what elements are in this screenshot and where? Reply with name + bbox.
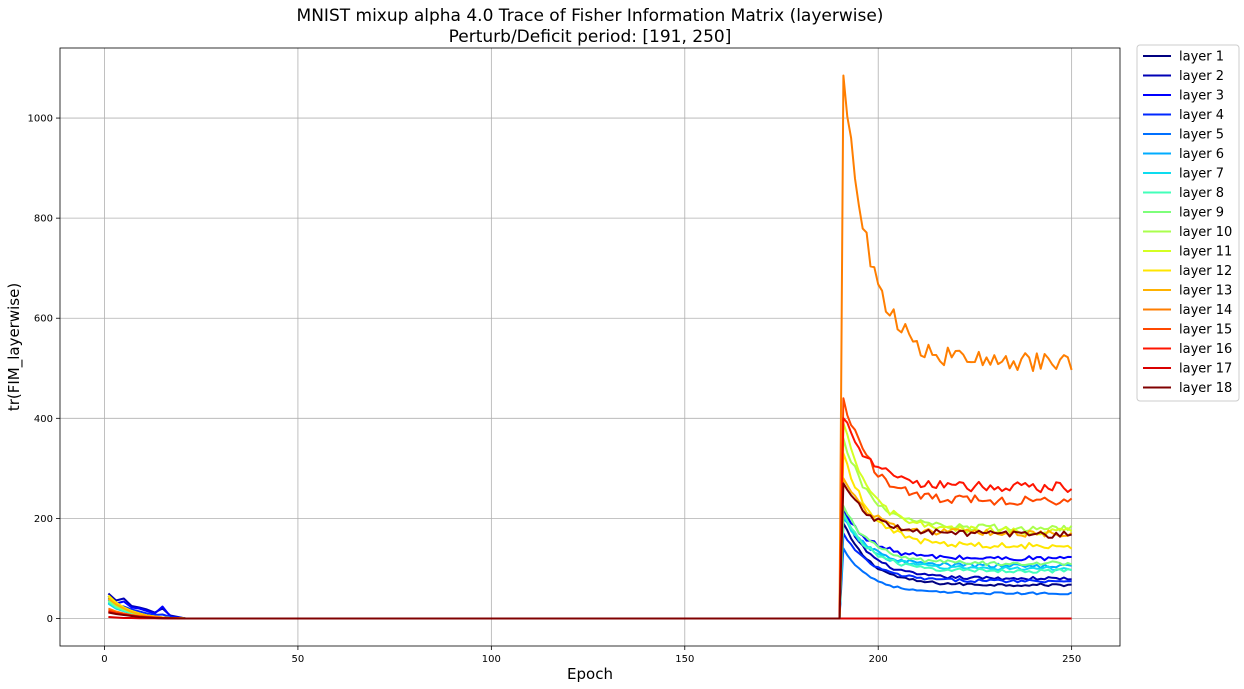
chart-title: MNIST mixup alpha 4.0 Trace of Fisher In… xyxy=(297,6,884,26)
y-tick-label: 600 xyxy=(34,314,53,325)
legend-label: layer 10 xyxy=(1179,225,1232,240)
plot-area xyxy=(60,48,1120,646)
x-axis-ticks: 0 50 100 150 200 250 xyxy=(101,646,1081,665)
plot-border xyxy=(59,47,1121,647)
legend-label: layer 16 xyxy=(1179,342,1232,357)
legend-label: layer 11 xyxy=(1179,245,1232,260)
series-lines xyxy=(107,74,1073,620)
x-tick-label: 200 xyxy=(869,654,888,665)
legend-label: layer 6 xyxy=(1179,147,1224,162)
legend-label: layer 3 xyxy=(1179,89,1224,104)
legend-label: layer 13 xyxy=(1179,284,1232,299)
legend-label: layer 1 xyxy=(1179,50,1224,65)
legend-label: layer 4 xyxy=(1179,108,1224,123)
y-tick-label: 200 xyxy=(34,514,53,525)
legend-label: layer 18 xyxy=(1179,381,1232,396)
y-axis-label: tr(FIM_layerwise) xyxy=(5,283,24,411)
y-tick-label: 800 xyxy=(34,214,53,225)
x-tick-label: 100 xyxy=(482,654,501,665)
legend-label: layer 8 xyxy=(1179,186,1224,201)
chart-subtitle: Perturb/Deficit period: [191, 250] xyxy=(449,27,732,47)
legend: layer 1 layer 2 layer 3 layer 4 layer 5 layer… xyxy=(1136,44,1240,402)
y-tick-label: 0 xyxy=(47,614,53,625)
x-tick-label: 0 xyxy=(101,654,107,665)
legend-label: layer 2 xyxy=(1179,69,1224,84)
x-tick-label: 250 xyxy=(1062,654,1081,665)
x-axis-label: Epoch xyxy=(567,665,613,683)
legend-items: layer 1 layer 2 layer 3 layer 4 layer 5 layer… xyxy=(1143,50,1232,396)
legend-label: layer 7 xyxy=(1179,167,1224,182)
x-tick-label: 150 xyxy=(675,654,694,665)
legend-label: layer 14 xyxy=(1179,303,1232,318)
legend-label: layer 17 xyxy=(1179,362,1232,377)
y-tick-label: 400 xyxy=(34,414,53,425)
y-axis-ticks: 0 200 400 600 800 1000 xyxy=(28,114,60,625)
series-line-layer-18 xyxy=(108,482,1072,620)
legend-label: layer 15 xyxy=(1179,323,1232,338)
y-tick-label: 1000 xyxy=(28,114,53,125)
x-tick-label: 50 xyxy=(292,654,305,665)
legend-label: layer 5 xyxy=(1179,128,1224,143)
legend-label: layer 12 xyxy=(1179,264,1232,279)
legend-label: layer 9 xyxy=(1179,206,1224,221)
